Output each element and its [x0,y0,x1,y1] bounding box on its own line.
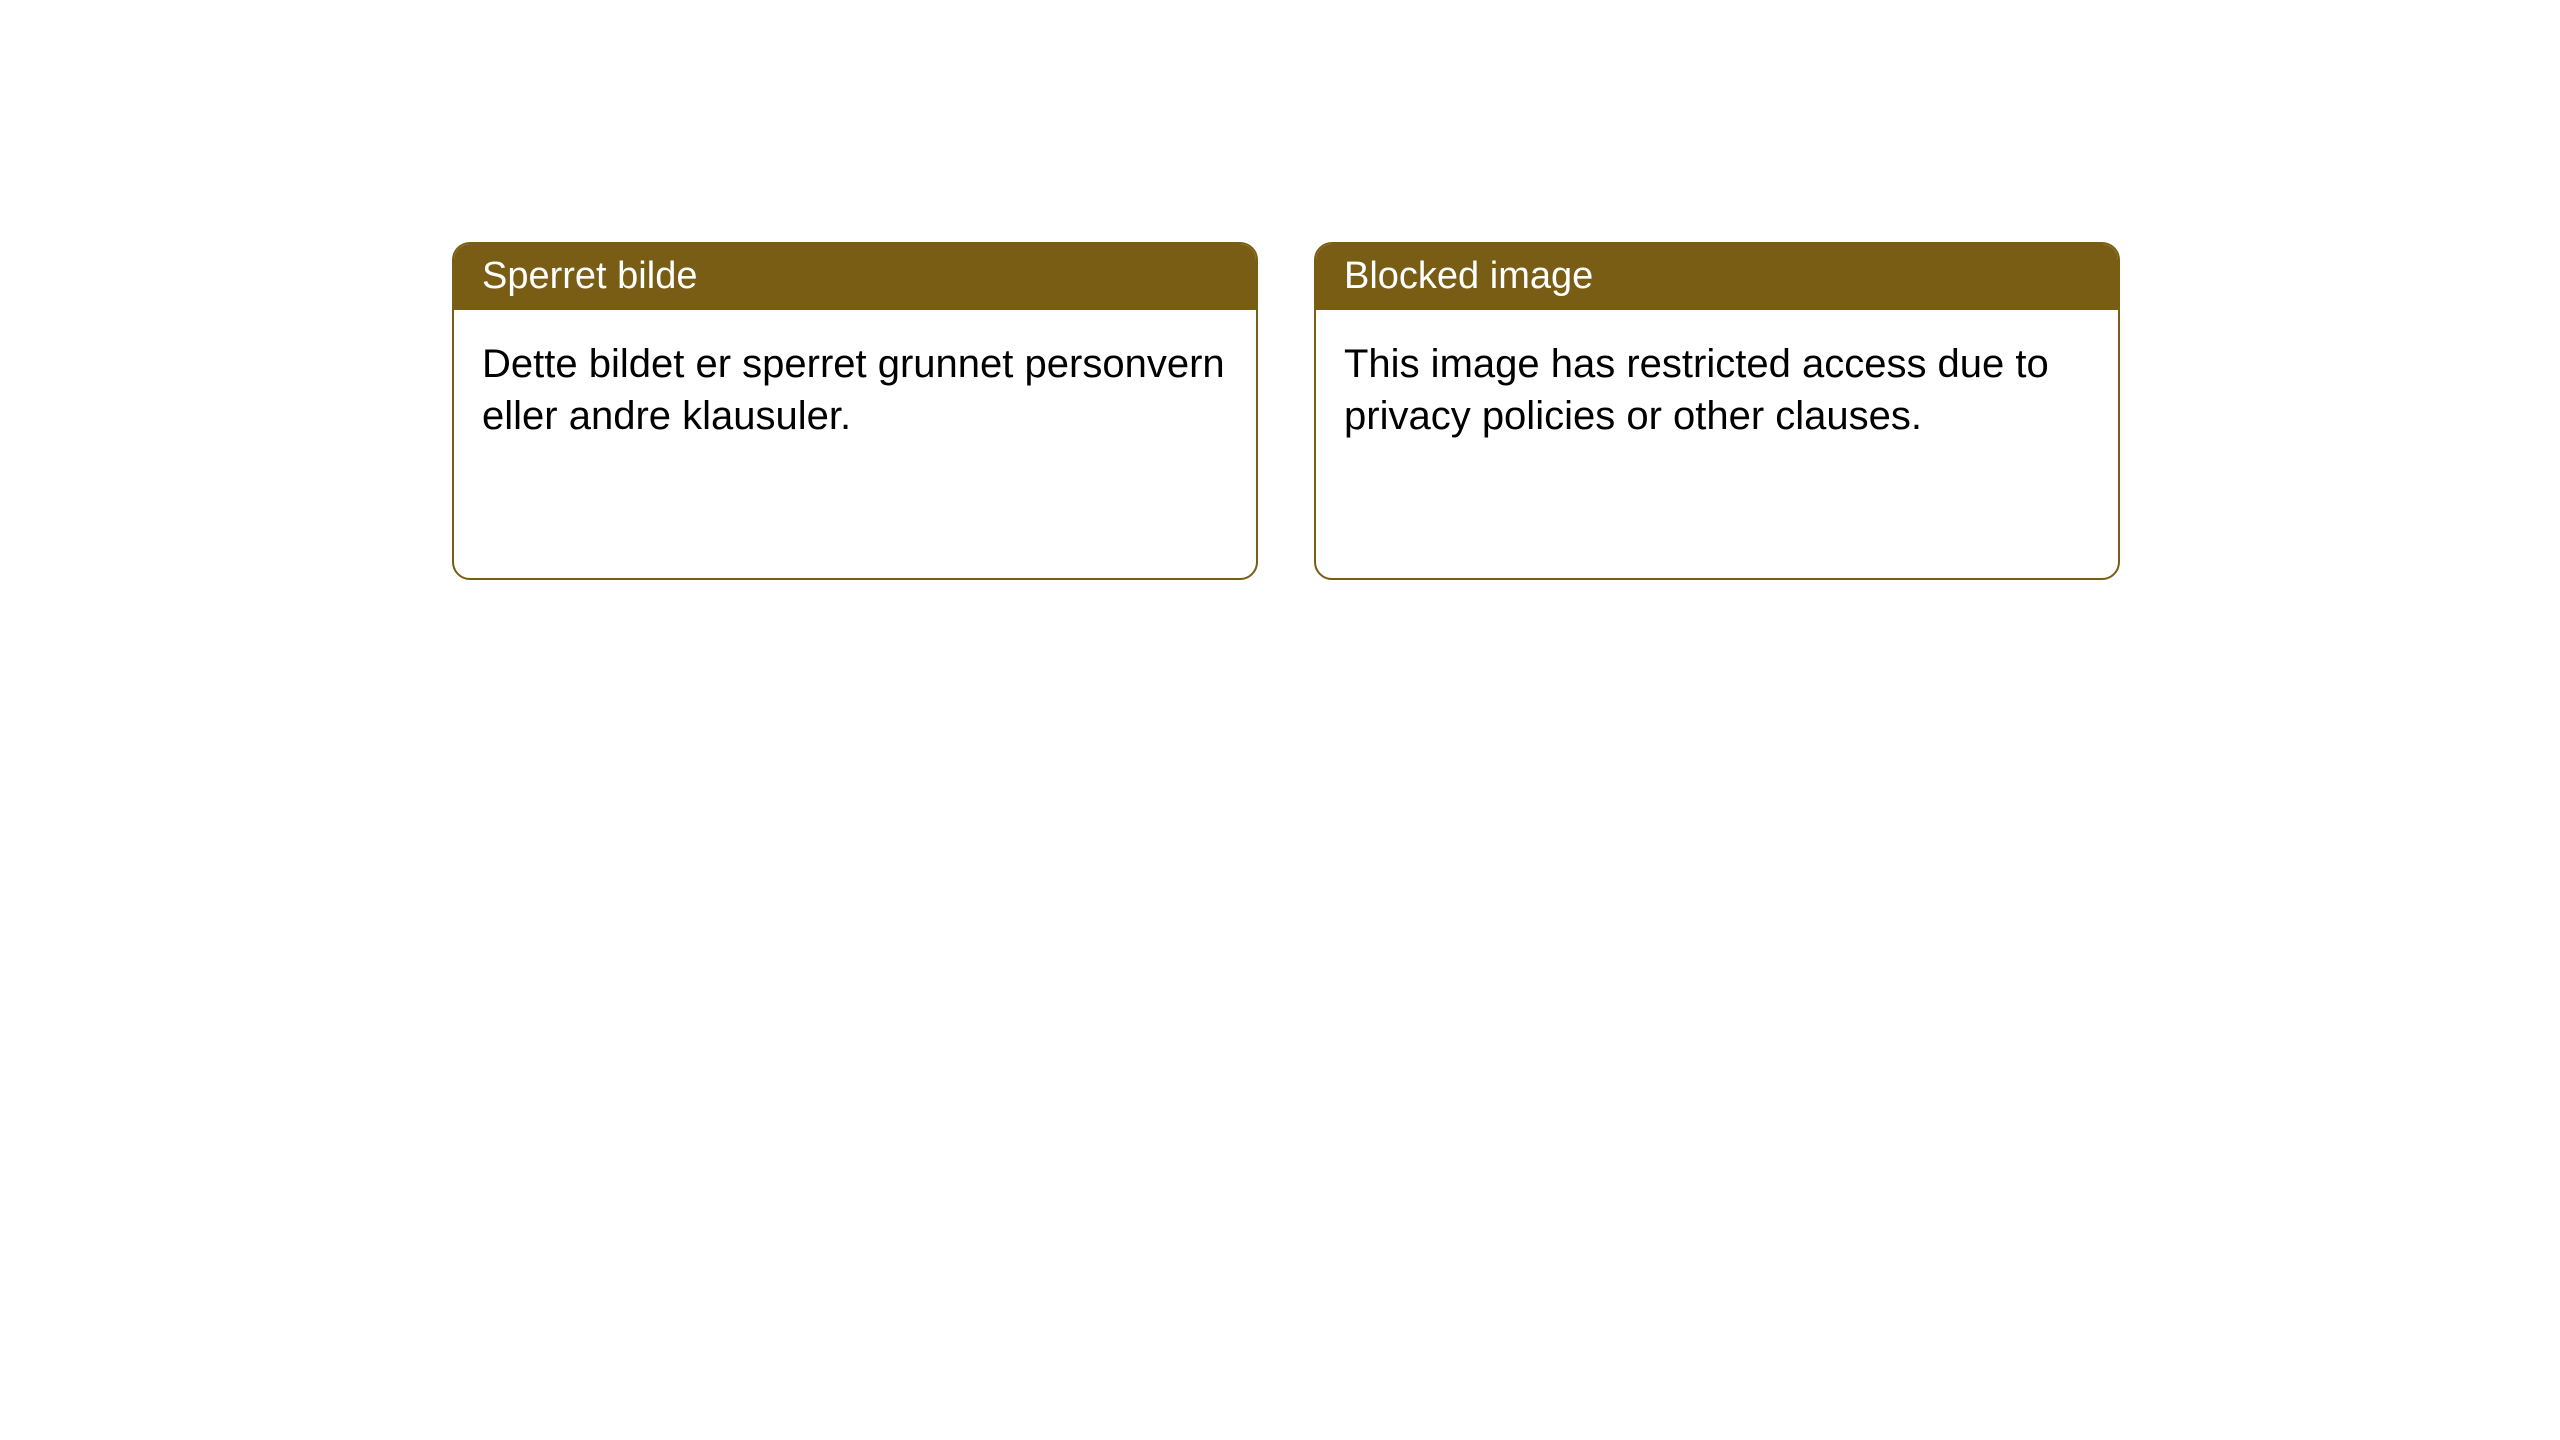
notice-card-english: Blocked image This image has restricted … [1314,242,2120,580]
notice-container: Sperret bilde Dette bildet er sperret gr… [452,242,2120,580]
notice-body: Dette bildet er sperret grunnet personve… [454,310,1256,470]
notice-title: Blocked image [1344,255,1593,297]
notice-header: Sperret bilde [454,244,1256,310]
notice-message: Dette bildet er sperret grunnet personve… [482,342,1225,438]
notice-body: This image has restricted access due to … [1316,310,2118,470]
notice-title: Sperret bilde [482,255,697,297]
notice-header: Blocked image [1316,244,2118,310]
notice-card-norwegian: Sperret bilde Dette bildet er sperret gr… [452,242,1258,580]
notice-message: This image has restricted access due to … [1344,342,2049,438]
